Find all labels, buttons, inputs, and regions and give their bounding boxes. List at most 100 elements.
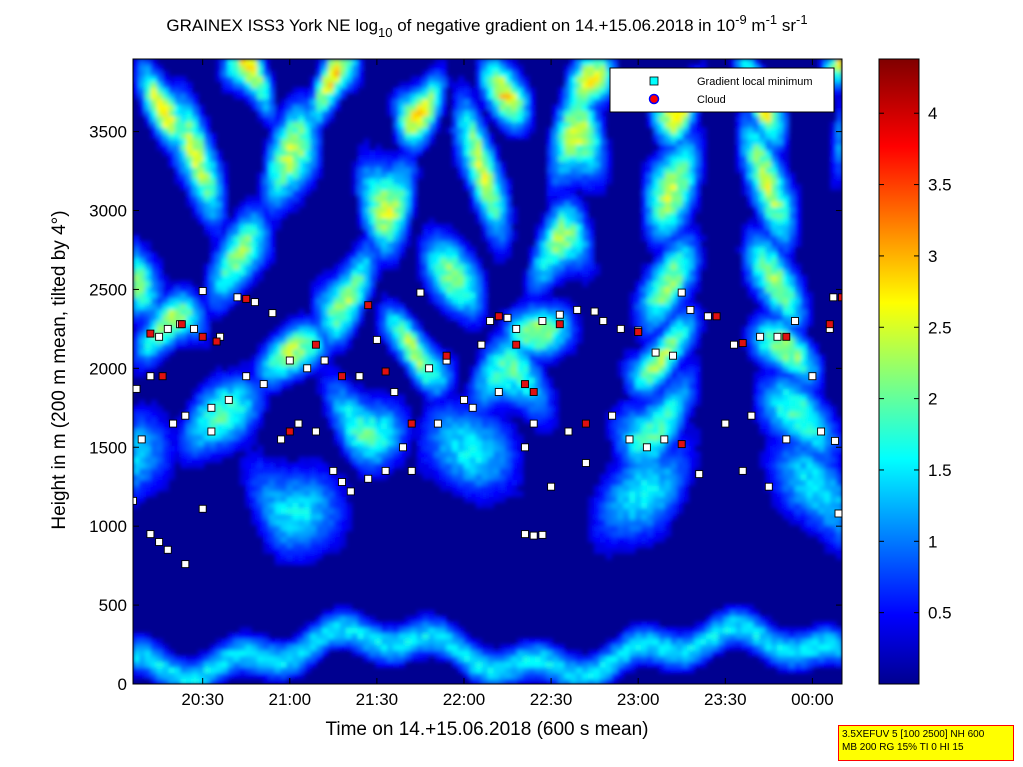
heatmap-cell [505, 411, 512, 418]
heatmap-cell [552, 661, 559, 668]
heatmap-cell [339, 445, 347, 452]
heatmap-cell [138, 411, 146, 418]
heatmap-cell [463, 490, 471, 498]
heatmap-cell [381, 223, 388, 231]
heatmap-cell [192, 666, 199, 674]
heatmap-cell [422, 451, 430, 458]
heatmap-cell [221, 201, 229, 208]
heatmap-cell [404, 354, 412, 361]
heatmap-cell [209, 269, 217, 276]
heatmap-cell [647, 519, 654, 526]
heatmap-cell [192, 104, 199, 111]
heatmap-cell [168, 161, 175, 168]
heatmap-cell [286, 507, 294, 515]
heatmap-cell [144, 479, 152, 486]
heatmap-cell [611, 507, 619, 515]
heatmap-cell [227, 229, 235, 236]
heatmap-cell [487, 468, 495, 475]
heatmap-cell [641, 331, 648, 339]
heatmap-cell [481, 655, 489, 662]
heatmap-cell [156, 456, 164, 464]
heatmap-cell [310, 371, 317, 378]
heatmap-cell [404, 343, 412, 350]
heatmap-cell [363, 428, 370, 435]
heatmap-cell [162, 144, 170, 151]
heatmap-cell [629, 507, 636, 515]
heatmap-cell [357, 235, 365, 242]
heatmap-cell [558, 348, 565, 356]
heatmap-cell [452, 485, 459, 492]
heatmap-cell [416, 462, 424, 469]
heatmap-cell [635, 502, 642, 509]
heatmap-cell [599, 87, 607, 94]
heatmap-cell [162, 337, 170, 344]
heatmap-cell [215, 371, 223, 378]
heatmap-cell [511, 490, 518, 498]
heatmap-cell [144, 320, 152, 327]
heatmap-cell [647, 485, 654, 492]
heatmap-cell [268, 76, 276, 83]
heatmap-cell [534, 326, 542, 333]
heatmap-cell [617, 411, 624, 418]
heatmap-cell [150, 416, 158, 424]
heatmap-cell [540, 377, 548, 384]
heatmap-cell [635, 638, 642, 645]
heatmap-cell [552, 161, 559, 168]
heatmap-cell [257, 218, 264, 225]
heatmap-cell [286, 485, 294, 492]
heatmap-cell [499, 360, 506, 367]
heatmap-cell [168, 343, 175, 350]
heatmap-cell [463, 405, 471, 412]
heatmap-cell [245, 644, 252, 651]
heatmap-cell [440, 365, 447, 373]
heatmap-cell [446, 235, 453, 242]
heatmap-cell [457, 172, 465, 179]
heatmap-cell [156, 297, 164, 304]
heatmap-cell [186, 81, 193, 89]
heatmap-cell [635, 394, 642, 401]
heatmap-cell [540, 354, 548, 361]
heatmap-cell [558, 110, 565, 117]
heatmap-cell [511, 655, 518, 662]
heatmap-cell [422, 462, 430, 469]
heatmap-cell [345, 314, 353, 321]
heatmap-cell [298, 638, 305, 645]
heatmap-cell [150, 132, 158, 140]
heatmap-cell [593, 519, 601, 526]
heatmap-cell [186, 462, 193, 469]
heatmap-cell [534, 377, 542, 384]
heatmap-cell [156, 132, 164, 140]
heatmap-cell [493, 81, 500, 89]
heatmap-cell [517, 343, 524, 350]
heatmap-cell [487, 195, 495, 202]
heatmap-cell [481, 399, 489, 407]
heatmap-cell [286, 513, 294, 520]
heatmap-cell [174, 132, 181, 140]
heatmap-cell [546, 269, 554, 276]
heatmap-cell [156, 274, 164, 282]
heatmap-cell [499, 184, 506, 191]
heatmap-cell [587, 507, 595, 515]
heatmap-cell [499, 240, 506, 248]
heatmap-cell [304, 172, 311, 179]
heatmap-cell [345, 445, 353, 452]
heatmap-cell [357, 638, 365, 645]
heatmap-cell [310, 490, 317, 498]
heatmap-cell [475, 399, 483, 407]
heatmap-cell [357, 64, 365, 71]
heatmap-cell [221, 382, 229, 390]
heatmap-cell [251, 93, 258, 100]
heatmap-cell [221, 297, 229, 304]
heatmap-cell [635, 439, 642, 446]
heatmap-cell [552, 649, 559, 657]
heatmap-cell [333, 536, 341, 543]
heatmap-cell [174, 666, 181, 674]
heatmap-cell [534, 416, 542, 424]
heatmap-cell [623, 371, 630, 378]
heatmap-cell [617, 649, 624, 657]
heatmap-cell [576, 98, 583, 106]
heatmap-cell [522, 343, 530, 350]
heatmap-cell [593, 64, 601, 71]
heatmap-cell [605, 553, 613, 560]
heatmap-cell [552, 337, 559, 344]
